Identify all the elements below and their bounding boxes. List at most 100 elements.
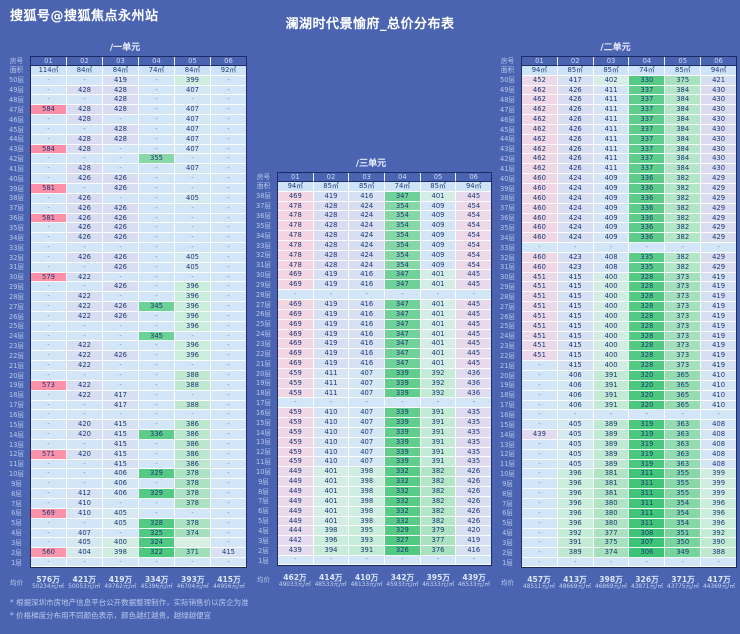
- room-number-cell: 01: [31, 57, 67, 66]
- price-cell: -: [139, 498, 175, 509]
- price-cell: 422: [67, 390, 103, 401]
- price-cell: 410: [701, 390, 736, 401]
- price-cell: -: [139, 193, 175, 204]
- avg-price-cell: 414万 48533元/㎡: [313, 568, 349, 594]
- price-cell: 347: [385, 349, 421, 360]
- price-cell: 339: [385, 418, 421, 428]
- row-cells: -426 426- - -: [30, 223, 247, 234]
- floor-label: 10层: [9, 470, 24, 479]
- price-cell: 396: [557, 518, 594, 529]
- price-cell: 324: [139, 538, 175, 549]
- price-cell: 462: [522, 105, 558, 116]
- price-cell: 442: [278, 536, 314, 547]
- price-cell: 469: [278, 309, 314, 320]
- price-cell: -: [31, 292, 67, 303]
- row-cells: - -426-396-: [30, 282, 247, 293]
- table-row: 1层 - - - - - -: [3, 558, 247, 568]
- floor-label: 6层: [258, 507, 269, 516]
- table-row: 5层 449 401 398 332 382 426: [250, 516, 492, 527]
- price-cell: 430: [701, 124, 736, 135]
- table-row: 42层 - - -355- -: [3, 154, 247, 165]
- row-cells: -405 389 319 363 408: [521, 459, 737, 470]
- area-cell: 94㎡: [456, 181, 492, 192]
- price-cell: 430: [701, 95, 736, 106]
- price-cell: 384: [665, 144, 702, 155]
- row-cells: - -406-378-: [30, 479, 247, 490]
- price-cell: 579: [31, 272, 67, 283]
- price-cell: -: [211, 489, 246, 499]
- price-cell: 424: [349, 231, 386, 241]
- price-cell: 445: [456, 359, 492, 369]
- table-row: 34层 460 424 409 336 382 429: [494, 233, 737, 244]
- price-cell: 426: [67, 203, 103, 214]
- row-cells: -428 428-407-: [30, 134, 247, 145]
- table-row: 23层 451 415 400 328 373 419: [494, 341, 737, 352]
- row-cells: 451 415 400 328 373 419: [521, 321, 737, 332]
- floor-label: 6层: [502, 509, 513, 518]
- price-cell: 391: [593, 371, 630, 381]
- price-cell: -: [701, 558, 736, 567]
- price-cell: 415: [557, 321, 594, 332]
- table-row: 均价 576万 50234元/㎡ 421万 50053元/㎡ 419万 49762元/㎡ 33…: [3, 570, 247, 596]
- price-cell: -: [31, 282, 67, 293]
- table-row: 26层 451 415 400 328 373 419: [494, 311, 737, 322]
- floor-label: 38层: [9, 194, 24, 203]
- price-cell: 396: [557, 498, 594, 509]
- table-row: 22层 451 415 400 328 373 419: [494, 351, 737, 362]
- price-cell: 339: [385, 388, 421, 399]
- table-row: 21层 -422- - - -: [3, 361, 247, 371]
- price-cell: 322: [139, 548, 175, 559]
- price-cell: 435: [456, 408, 492, 419]
- price-cell: 328: [629, 361, 666, 371]
- price-cell: 411: [593, 124, 630, 135]
- price-cell: 462: [522, 85, 558, 96]
- row-cells: -396 381 311 355 399: [521, 469, 737, 480]
- price-cell: 417: [103, 400, 139, 411]
- price-cell: 428: [313, 201, 350, 212]
- table-row: 15层 459 410 407 339 391 435: [250, 418, 492, 428]
- floor-label: 19层: [9, 381, 24, 390]
- floor-label: 22层: [256, 349, 271, 358]
- price-cell: 459: [278, 457, 314, 468]
- floor-label: 41层: [500, 164, 515, 173]
- price-cell: 308: [629, 528, 666, 539]
- price-cell: 415: [557, 351, 594, 362]
- room-number-cell: 03: [593, 57, 630, 66]
- price-cell: -: [420, 290, 457, 300]
- row-cells: -406 391 320 365 410: [521, 371, 737, 381]
- table-row: 面积 94㎡ 85㎡ 85㎡ 74㎡ 85㎡ 94㎡: [494, 65, 737, 76]
- price-cell: 419: [313, 329, 350, 340]
- floor-label: 19层: [256, 379, 271, 388]
- price-cell: [175, 538, 211, 549]
- floor-label: 12层: [9, 450, 24, 459]
- row-cells: 460 424 409 336 382 429: [521, 213, 737, 224]
- price-cell: 444: [278, 526, 314, 537]
- price-cell: 424: [349, 211, 386, 222]
- floor-label: 31层: [500, 263, 515, 272]
- area-cell: 85㎡: [349, 181, 386, 192]
- table-row: 15层 -405 389 319 363 408: [494, 420, 737, 431]
- floor-label: 26层: [500, 312, 515, 321]
- price-cell: -: [139, 134, 175, 145]
- price-cell: -: [31, 528, 67, 539]
- floor-label: 18层: [256, 389, 271, 398]
- price-cell: -: [313, 398, 350, 409]
- price-cell: -: [385, 555, 421, 565]
- table-row: 6层 569 410 405- - -: [3, 508, 247, 519]
- price-cell: -: [31, 351, 67, 362]
- price-cell: 373: [665, 302, 702, 312]
- price-cell: 389: [593, 459, 630, 470]
- price-cell: -: [175, 390, 211, 401]
- table-row: 18层 -406 391 320 365 410: [494, 390, 737, 401]
- site-badge: 搜狐号@搜狐焦点永州站: [10, 9, 159, 24]
- row-cells: 449 401 398 332 382 426: [277, 467, 492, 478]
- price-cell: 389: [593, 430, 630, 440]
- row-cells: - - -345- -: [30, 331, 247, 342]
- floor-label: 14层: [256, 428, 271, 437]
- row-cells: 459 410 407 339 391 435: [277, 418, 492, 428]
- price-cell: 401: [313, 496, 350, 507]
- table-row: 25层 469 419 416 347 401 445: [250, 319, 492, 330]
- price-cell: 382: [665, 193, 702, 204]
- price-cell: 459: [278, 368, 314, 379]
- price-cell: 449: [278, 487, 314, 497]
